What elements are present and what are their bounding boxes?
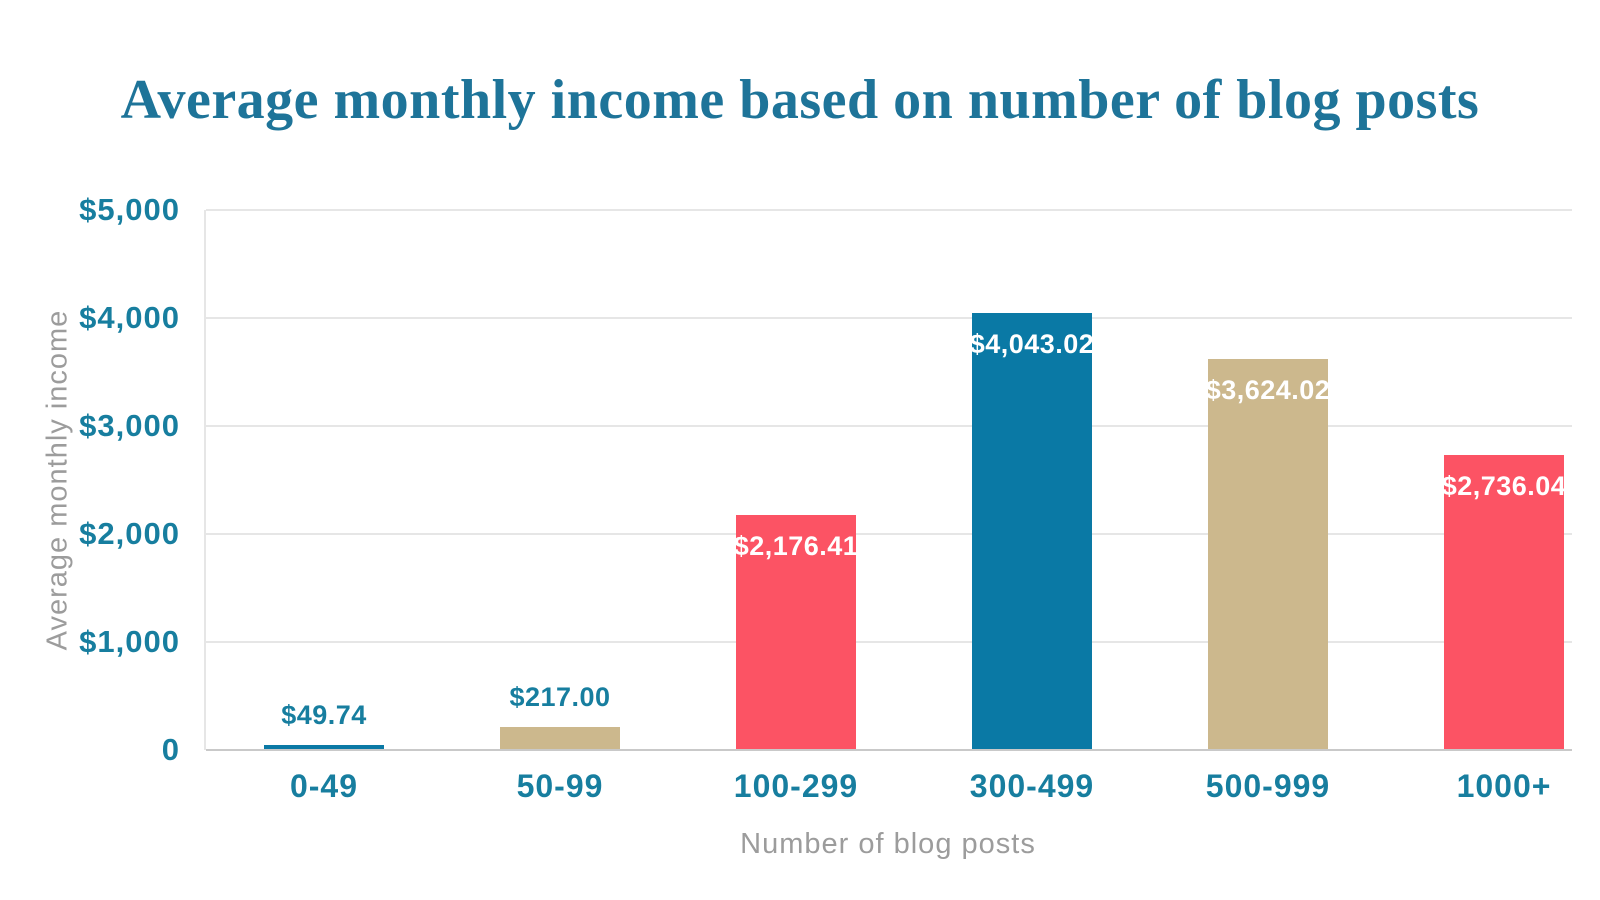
- chart-title: Average monthly income based on number o…: [120, 69, 1480, 131]
- category-slot-100-299: $2,176.41 100-299: [678, 210, 914, 804]
- x-tick-label: 100-299: [733, 768, 859, 804]
- x-tick-label: 300-499: [969, 768, 1095, 804]
- y-tick-label: $5,000: [79, 192, 180, 227]
- x-axis-baseline: [206, 749, 1572, 751]
- bar-value-label: $2,176.41: [733, 530, 859, 561]
- category-slot-50-99: $217.00 50-99: [442, 210, 678, 804]
- gridline-2000: [206, 533, 1572, 535]
- bar-value-label: $49.74: [281, 699, 367, 730]
- x-tick-label: 1000+: [1456, 768, 1552, 804]
- bar-value-label: $2,736.04: [1441, 470, 1567, 501]
- bar-300-499: [972, 313, 1092, 750]
- gridline-1000: [206, 641, 1572, 643]
- gridline-4000: [206, 317, 1572, 319]
- y-tick-label: $4,000: [79, 300, 180, 335]
- category-slot-0-49: $49.74 0-49: [206, 210, 442, 804]
- x-tick-label: 500-999: [1205, 768, 1331, 804]
- y-tick-label: $3,000: [79, 408, 180, 443]
- bar-100-299: [736, 514, 856, 750]
- y-axis-title: Average monthly income: [41, 309, 74, 651]
- bar-value-label: $4,043.02: [969, 329, 1095, 360]
- bar-500-999: [1208, 358, 1328, 750]
- category-slot-1000+: $2,736.04 1000+: [1386, 210, 1600, 804]
- category-slot-500-999: $3,624.02 500-999: [1150, 210, 1386, 804]
- bar-value-label: $217.00: [509, 681, 611, 712]
- x-tick-label: 50-99: [516, 768, 604, 804]
- category-slot-300-499: $4,043.02 300-499: [914, 210, 1150, 804]
- y-tick-label: $2,000: [79, 516, 180, 551]
- x-axis-title: Number of blog posts: [740, 828, 1036, 860]
- gridline-3000: [206, 425, 1572, 427]
- bar-50-99: [500, 726, 620, 750]
- bar-value-label: $3,624.02: [1205, 374, 1331, 405]
- y-tick-label: 0: [161, 732, 180, 767]
- plot-area: 0 $1,000 $2,000 $3,000 $4,000 $5,000 $49.74 0-4…: [79, 193, 1572, 804]
- x-tick-label: 0-49: [289, 768, 359, 804]
- bar-0-49: [264, 744, 384, 750]
- gridline-5000: [206, 209, 1572, 211]
- y-tick-label: $1,000: [79, 624, 180, 659]
- bar-1000+: [1444, 454, 1564, 750]
